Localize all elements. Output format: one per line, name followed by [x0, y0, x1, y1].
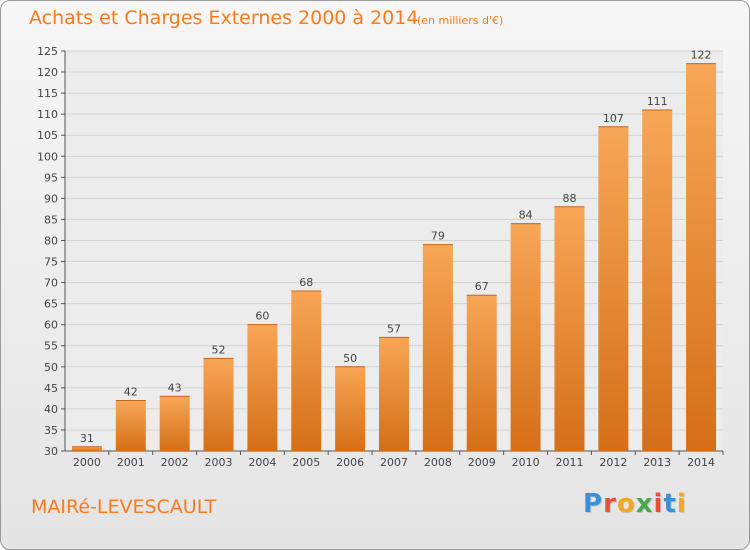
data-label: 31: [80, 432, 94, 445]
y-tick-label: 30: [44, 445, 58, 458]
y-tick-label: 115: [37, 87, 58, 100]
data-label: 88: [562, 192, 576, 205]
logo-letter: x: [635, 489, 654, 519]
x-tick-label: 2006: [336, 456, 364, 469]
bar: [379, 337, 409, 451]
data-label: 84: [519, 209, 533, 222]
x-tick-label: 2007: [380, 456, 408, 469]
x-tick-label: 2000: [73, 456, 101, 469]
x-tick-label: 2014: [687, 456, 715, 469]
logo-letter: i: [676, 489, 687, 519]
data-label: 111: [647, 95, 668, 108]
y-tick-label: 100: [37, 150, 58, 163]
x-tick-label: 2004: [248, 456, 276, 469]
bar: [642, 109, 673, 452]
data-label: 52: [212, 343, 226, 356]
bar: [335, 366, 366, 451]
data-label: 42: [124, 385, 138, 398]
bar: [291, 291, 322, 451]
y-tick-label: 125: [37, 45, 58, 58]
y-tick-label: 95: [44, 171, 58, 184]
logo-letter: P: [583, 489, 604, 519]
bar: [115, 400, 146, 451]
bar: [422, 244, 453, 451]
bar: [598, 126, 629, 451]
x-tick-label: 2008: [424, 456, 452, 469]
y-tick-label: 105: [37, 129, 58, 142]
proxiti-logo[interactable]: Proxiti: [583, 489, 687, 519]
y-tick-label: 65: [44, 298, 58, 311]
y-tick-labels: 30 35 40 45 50 55 60 65 70 75 80 85 90 95 100 105 110 115…: [37, 45, 58, 458]
y-tick-label: 110: [37, 108, 58, 121]
commune-name: MAIRé-LEVESCAULT: [31, 496, 217, 518]
y-tick-label: 60: [44, 319, 58, 332]
y-tick-label: 70: [44, 277, 58, 290]
bars: [71, 63, 717, 452]
y-tick-label: 35: [44, 424, 58, 437]
bar: [686, 63, 717, 451]
data-label: 107: [603, 112, 624, 125]
logo-letter: r: [603, 489, 617, 519]
logo-letter: o: [616, 489, 636, 519]
data-label: 79: [431, 230, 445, 243]
data-labels: 31 42 43 52 60 68 50 57 79 67 84 88 107 111 122: [80, 49, 712, 445]
data-label: 122: [691, 49, 712, 62]
y-tick-label: 120: [37, 66, 58, 79]
data-label: 68: [299, 276, 313, 289]
x-tick-label: 2005: [292, 456, 320, 469]
data-label: 50: [343, 352, 357, 365]
x-tick-label: 2002: [161, 456, 189, 469]
data-label: 67: [475, 280, 489, 293]
x-tick-label: 2001: [117, 456, 145, 469]
data-label: 60: [255, 310, 269, 323]
y-tick-label: 85: [44, 213, 58, 226]
x-tick-label: 2010: [512, 456, 540, 469]
x-tick-labels: 2000 2001 2002 2003 2004 2005 2006 2007 2008 2009…: [73, 456, 715, 469]
unit-note: (en milliers d'€): [417, 14, 504, 27]
bar: [159, 396, 190, 451]
x-tick-label: 2009: [468, 456, 496, 469]
bar: [554, 206, 585, 451]
bar: [71, 446, 102, 451]
bar: [203, 358, 234, 451]
chart-title: Achats et Charges Externes 2000 à 2014: [29, 7, 419, 29]
bar: [510, 223, 541, 451]
y-tick-label: 55: [44, 340, 58, 353]
y-tick-label: 80: [44, 234, 58, 247]
logo-letter: t: [663, 489, 677, 519]
y-tick-label: 90: [44, 192, 58, 205]
x-tick-label: 2011: [555, 456, 583, 469]
data-label: 43: [168, 381, 182, 394]
bar: [466, 295, 497, 451]
data-label: 57: [387, 322, 401, 335]
x-tick-label: 2003: [205, 456, 233, 469]
y-tick-label: 50: [44, 361, 58, 374]
y-tick-label: 40: [44, 403, 58, 416]
bar: [247, 324, 278, 451]
x-tick-label: 2012: [599, 456, 627, 469]
logo-letter: i: [653, 489, 664, 519]
y-tick-label: 75: [44, 256, 58, 269]
y-tick-label: 45: [44, 382, 58, 395]
x-tick-label: 2013: [643, 456, 671, 469]
